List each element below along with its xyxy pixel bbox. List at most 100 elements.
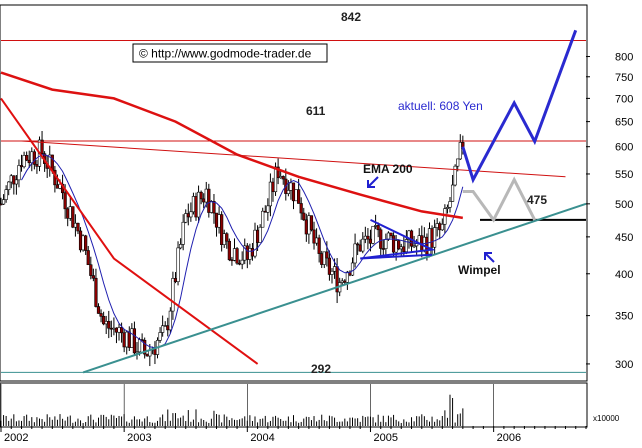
x-tick-label: 2004 (250, 432, 274, 443)
candle-body (402, 246, 406, 252)
primary-projection-path (461, 29, 578, 184)
candle-body (181, 221, 185, 245)
uptrend-support-line (82, 202, 587, 374)
short-moving-average-line (21, 154, 464, 349)
candle-body (299, 203, 303, 214)
y-tick-label: 600 (615, 142, 633, 154)
candle-body (40, 139, 44, 154)
y-tick-label: 450 (615, 232, 633, 244)
candle-body (12, 175, 16, 185)
candle-body (302, 212, 306, 221)
candle-body (102, 316, 106, 325)
candle-body (199, 191, 203, 200)
candle-body (433, 227, 437, 248)
candle-body (66, 208, 70, 219)
candle-body (448, 201, 452, 208)
candle-body (440, 223, 444, 231)
candle-body (340, 280, 344, 283)
candle-body (332, 266, 337, 272)
candle-body (314, 237, 319, 244)
candle-body (289, 182, 293, 191)
candle-body (166, 325, 170, 331)
candle-body (266, 205, 270, 213)
candle-body (202, 198, 206, 203)
candle-body (207, 188, 211, 213)
candle-body (161, 325, 165, 333)
candle-body (212, 200, 216, 214)
candle-body (89, 264, 93, 276)
candle-body (96, 306, 101, 314)
candle-body (253, 229, 257, 257)
watermark-box (132, 43, 328, 63)
candle-body (214, 212, 219, 228)
candle-body (381, 248, 385, 250)
candle-body (232, 248, 237, 261)
candle-body (130, 328, 134, 348)
y-tick-label: 800 (615, 52, 633, 64)
y-tick-label: 550 (615, 169, 633, 181)
candle-body (196, 191, 201, 218)
candle-body (309, 215, 314, 231)
candle-body (184, 213, 188, 223)
candle-body (179, 244, 183, 249)
candle-body (125, 331, 129, 348)
y-tick-label: 700 (615, 93, 633, 105)
candle-body (286, 190, 290, 194)
candle-body (122, 332, 126, 348)
candle-body (389, 232, 393, 236)
candle-body (55, 184, 60, 189)
candle-body (379, 229, 383, 249)
candle-body (227, 240, 231, 261)
candle-body (356, 243, 360, 246)
candle-body (445, 207, 450, 209)
downtrend-line (0, 97, 259, 365)
level-611-label: 611 (306, 104, 326, 118)
candle-body (0, 203, 3, 206)
candle-body (248, 248, 252, 260)
candle-body (84, 235, 88, 251)
candle-body (19, 165, 24, 168)
candle-body (220, 214, 224, 245)
candle-body (68, 206, 72, 219)
candle-body (250, 248, 255, 257)
candle-body (158, 332, 162, 341)
candle-body (276, 166, 280, 179)
candle-body (384, 239, 388, 249)
volume-panel-frame (0, 382, 588, 428)
candle-body (4, 189, 8, 200)
candle-body (191, 196, 196, 213)
candle-body (435, 223, 439, 228)
alternative-projection-path (462, 176, 537, 223)
candle-body (73, 222, 78, 228)
candle-body (230, 259, 234, 262)
candle-body (81, 235, 85, 251)
candle-body (343, 280, 347, 283)
candle-body (94, 277, 98, 307)
axis-labels: 300 350 400 450 500 550 600 650 700 750 800 2002 200… (0, 52, 633, 444)
candle-body (325, 251, 329, 259)
current-price-label: aktuell: 608 Yen (398, 99, 483, 113)
candle-body (273, 166, 278, 193)
candle-body (453, 165, 457, 186)
candle-body (235, 248, 239, 264)
candle-body (145, 353, 149, 357)
candle-body (225, 233, 229, 242)
candle-body (245, 245, 249, 260)
candle-body (376, 225, 380, 231)
candle-body (430, 228, 434, 248)
candle-body (358, 244, 362, 252)
candle-body (114, 327, 119, 333)
candle-body (327, 257, 332, 275)
candle-body (353, 243, 357, 264)
candle-body (168, 310, 172, 331)
y-tick-label: 350 (615, 311, 633, 323)
candle-body (420, 235, 424, 251)
pennant-pattern (360, 218, 436, 260)
candle-body (104, 321, 108, 325)
grid-layer (0, 40, 586, 426)
volume-bars (0, 394, 464, 426)
candle-body (22, 155, 26, 168)
candle-body (153, 348, 157, 355)
candle-body (30, 151, 34, 164)
